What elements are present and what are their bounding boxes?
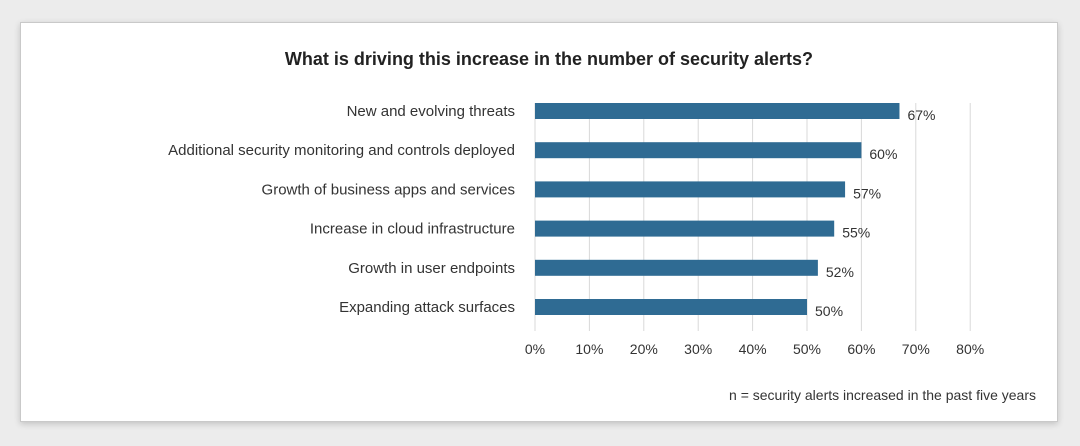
- bar: [535, 142, 862, 159]
- x-tick-label: 80%: [956, 341, 984, 357]
- x-tick-label: 40%: [739, 341, 767, 357]
- x-tick-label: 50%: [793, 341, 821, 357]
- category-label: Increase in cloud infrastructure: [310, 221, 515, 238]
- x-tick-label: 10%: [575, 341, 603, 357]
- category-label: Additional security monitoring and contr…: [168, 142, 515, 159]
- data-label: 67%: [907, 107, 935, 123]
- bar: [535, 259, 818, 276]
- bar: [535, 220, 835, 237]
- category-label: Growth in user endpoints: [348, 260, 515, 277]
- bar: [535, 103, 900, 119]
- data-label: 55%: [842, 225, 870, 241]
- x-tick-label: 60%: [847, 341, 875, 357]
- bar: [535, 299, 807, 315]
- bar-chart: 0% 10% 20% 30% 40% 50% 60% 70% 80% New and evolvi…: [168, 103, 984, 357]
- x-tick-label: 20%: [630, 341, 658, 357]
- x-tick-label: 0%: [525, 341, 545, 357]
- data-label: 52%: [826, 264, 854, 280]
- data-label: 60%: [869, 146, 897, 162]
- bar: [535, 181, 846, 198]
- data-label: 50%: [815, 303, 843, 319]
- chart-card: What is driving this increase in the num…: [20, 22, 1058, 422]
- category-label: Growth of business apps and services: [262, 181, 515, 198]
- data-label: 57%: [853, 185, 881, 201]
- x-tick-label: 70%: [902, 341, 930, 357]
- sample-note: n = security alerts increased in the pas…: [729, 387, 1036, 403]
- x-tick-label: 30%: [684, 341, 712, 357]
- category-label: New and evolving threats: [347, 103, 515, 120]
- category-label: Expanding attack surfaces: [339, 299, 515, 316]
- chart-title: What is driving this increase in the num…: [284, 49, 814, 69]
